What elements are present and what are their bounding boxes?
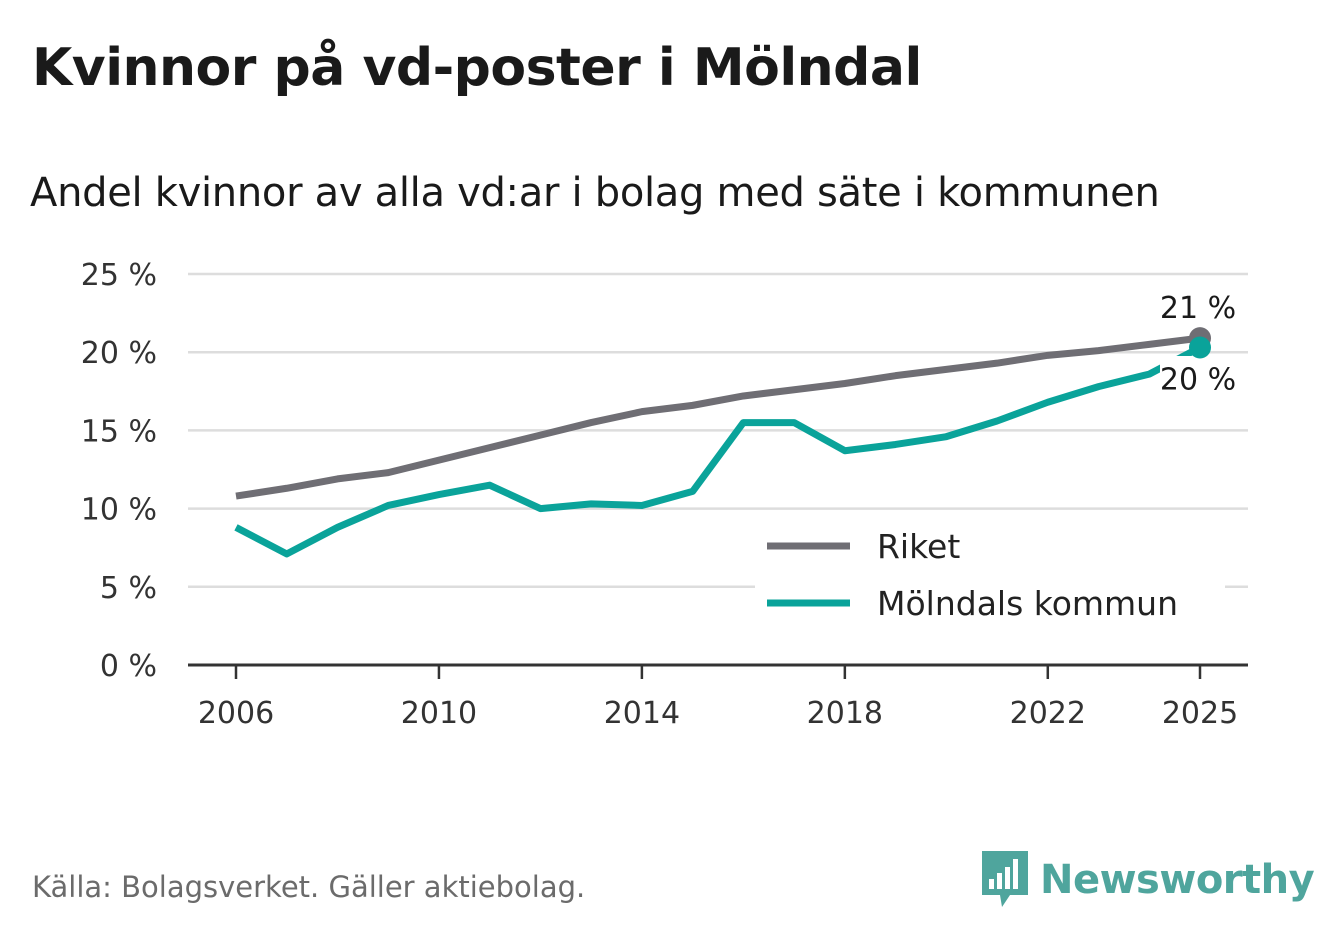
- newsworthy-logo-icon: [982, 851, 1028, 907]
- series-lines: [234, 334, 1202, 558]
- x-tick-label: 2010: [401, 696, 477, 731]
- legend-background: [755, 518, 1225, 640]
- y-tick-label: 10 %: [81, 493, 157, 528]
- x-tick-label: 2006: [198, 696, 274, 731]
- x-tick-label: 2018: [807, 696, 883, 731]
- y-axis-ticks: 0 % 5 % 10 % 15 % 20 % 25 %: [81, 258, 157, 684]
- source-note: Källa: Bolagsverket. Gäller aktiebolag.: [32, 870, 586, 904]
- y-tick-label: 0 %: [100, 649, 157, 684]
- brand-name: Newsworthy: [1040, 857, 1315, 903]
- brand-logo: Newsworthy: [980, 848, 1315, 912]
- y-tick-label: 25 %: [81, 258, 157, 293]
- legend: Riket Mölndals kommun: [755, 518, 1225, 640]
- end-marker: [1189, 336, 1211, 359]
- x-tick-label: 2014: [604, 696, 680, 731]
- chart-subtitle: Andel kvinnor av alla vd:ar i bolag med …: [30, 170, 1160, 216]
- end-labels: 21 % 20 %: [1160, 291, 1240, 398]
- x-tick-label: 2025: [1162, 696, 1238, 731]
- end-value-label: 20 %: [1160, 363, 1236, 398]
- series-line-molndal: [234, 344, 1202, 558]
- y-tick-label: 15 %: [81, 414, 157, 449]
- end-label-background: [1160, 356, 1240, 392]
- legend-label: Riket: [877, 527, 960, 566]
- x-tick-label: 2022: [1010, 696, 1086, 731]
- legend-label: Mölndals kommun: [877, 584, 1178, 623]
- x-axis: 2006 2010 2014 2018 2022 2025: [188, 663, 1248, 731]
- chart-title: Kvinnor på vd-poster i Mölndal: [32, 38, 922, 98]
- y-tick-label: 20 %: [81, 336, 157, 371]
- series-line-riket: [235, 334, 1201, 500]
- y-tick-label: 5 %: [100, 571, 157, 606]
- end-value-label: 21 %: [1160, 291, 1236, 326]
